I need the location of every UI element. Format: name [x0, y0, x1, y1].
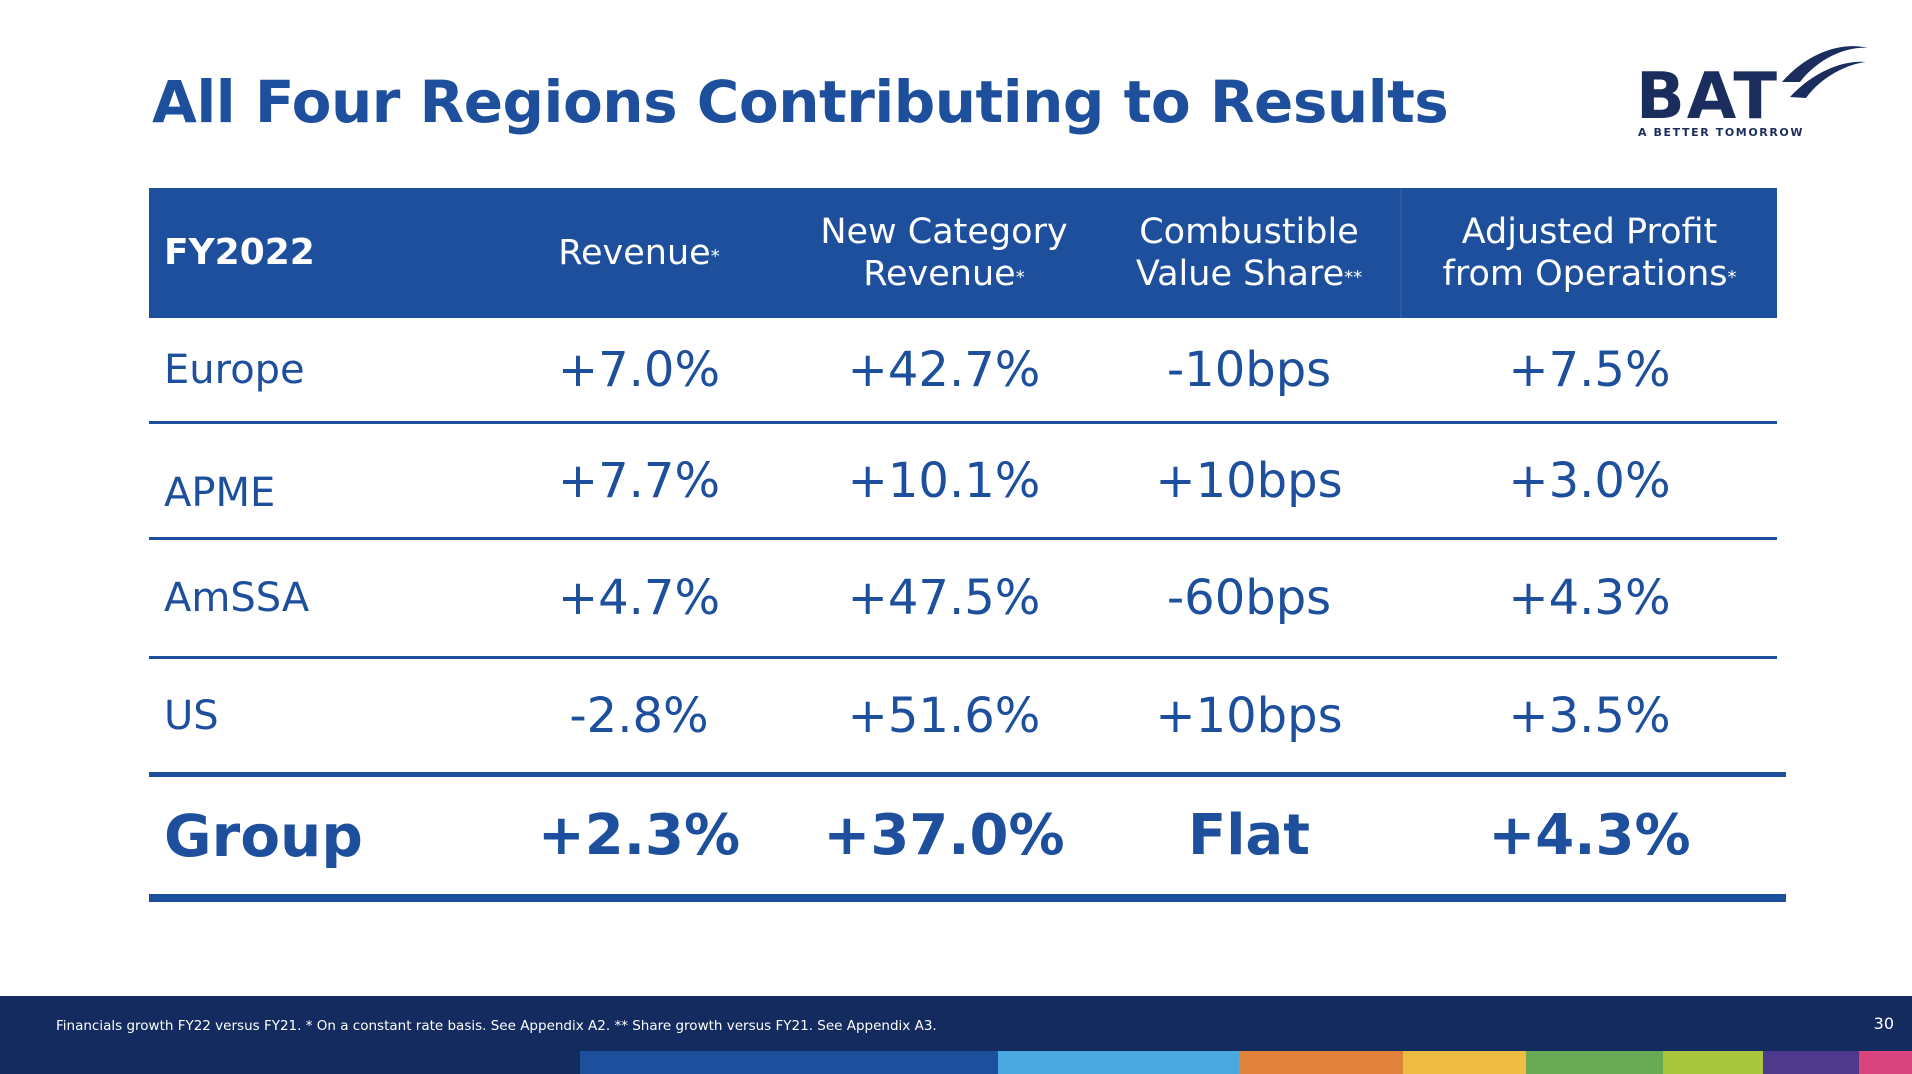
color-bar-segment [1859, 1051, 1912, 1074]
region-cell: Europe [164, 346, 305, 393]
value-share-cell: Flat [1187, 803, 1310, 868]
revenue-cell: +7.7% [557, 452, 721, 509]
bat-swoosh-icon [1782, 46, 1868, 98]
color-bar-segment [1239, 1051, 1403, 1074]
table-row-europe: Europe +7.0% +42.7% -10bps +7.5% [149, 318, 1777, 424]
header-fy2022: FY2022 [164, 232, 315, 273]
table-row-apme: APME +7.7% +10.1% +10bps +3.0% [149, 424, 1777, 540]
region-cell: Group [164, 801, 363, 870]
color-bar-segment [998, 1051, 1239, 1074]
revenue-cell: -2.8% [569, 687, 709, 744]
profit-cell: +7.5% [1508, 341, 1671, 398]
profit-cell: +4.3% [1508, 570, 1671, 626]
color-bar-segment [1663, 1051, 1763, 1074]
value-share-cell: -60bps [1166, 570, 1332, 626]
footnote: Financials growth FY22 versus FY21. * On… [56, 1018, 937, 1034]
table-row-amssa: AmSSA +4.7% +47.5% -60bps +4.3% [149, 540, 1777, 659]
page-number: 30 [1873, 1014, 1894, 1033]
region-cell: US [164, 692, 219, 739]
page-title: All Four Regions Contributing to Results [152, 68, 1449, 136]
revenue-cell: +4.7% [557, 570, 721, 626]
color-bar-segment [1403, 1051, 1526, 1074]
region-cell: APME [164, 469, 276, 516]
revenue-cell: +2.3% [537, 803, 741, 868]
region-cell: AmSSA [164, 575, 310, 621]
value-share-cell: +10bps [1155, 452, 1343, 509]
color-bar-segment [1526, 1051, 1663, 1074]
footer-bar: Financials growth FY22 versus FY21. * On… [0, 996, 1912, 1074]
profit-cell: +4.3% [1488, 803, 1691, 868]
logo-wordmark: BAT [1636, 60, 1779, 134]
revenue-cell: +7.0% [557, 341, 721, 398]
header-adjusted-profit: Adjusted Profit from Operations* [1442, 212, 1737, 294]
header-new-category-revenue: New Category Revenue* [820, 212, 1068, 294]
new-category-cell: +47.5% [847, 570, 1041, 626]
table-row-us: US -2.8% +51.6% +10bps +3.5% [149, 659, 1777, 772]
table-row-group: Group +2.3% +37.0% Flat +4.3% [149, 772, 1786, 902]
color-bar-segment [1763, 1051, 1859, 1074]
results-table: FY2022 Revenue* New Category Revenue* Com… [149, 188, 1786, 902]
new-category-cell: +10.1% [847, 452, 1041, 509]
bat-logo: BAT A BETTER TOMORROW [1630, 42, 1870, 152]
table-header: FY2022 Revenue* New Category Revenue* Com… [149, 188, 1777, 318]
header-combustible-value-share: Combustible Value Share** [1135, 212, 1363, 294]
header-revenue: Revenue* [558, 233, 720, 273]
new-category-cell: +37.0% [823, 803, 1065, 868]
color-bar-segment [580, 1051, 998, 1074]
profit-cell: +3.0% [1508, 452, 1671, 509]
header-divider [1400, 188, 1402, 318]
profit-cell: +3.5% [1508, 687, 1671, 744]
value-share-cell: +10bps [1155, 687, 1343, 744]
value-share-cell: -10bps [1166, 341, 1332, 398]
logo-tagline: A BETTER TOMORROW [1638, 126, 1805, 139]
new-category-cell: +42.7% [847, 341, 1041, 398]
new-category-cell: +51.6% [847, 687, 1041, 744]
